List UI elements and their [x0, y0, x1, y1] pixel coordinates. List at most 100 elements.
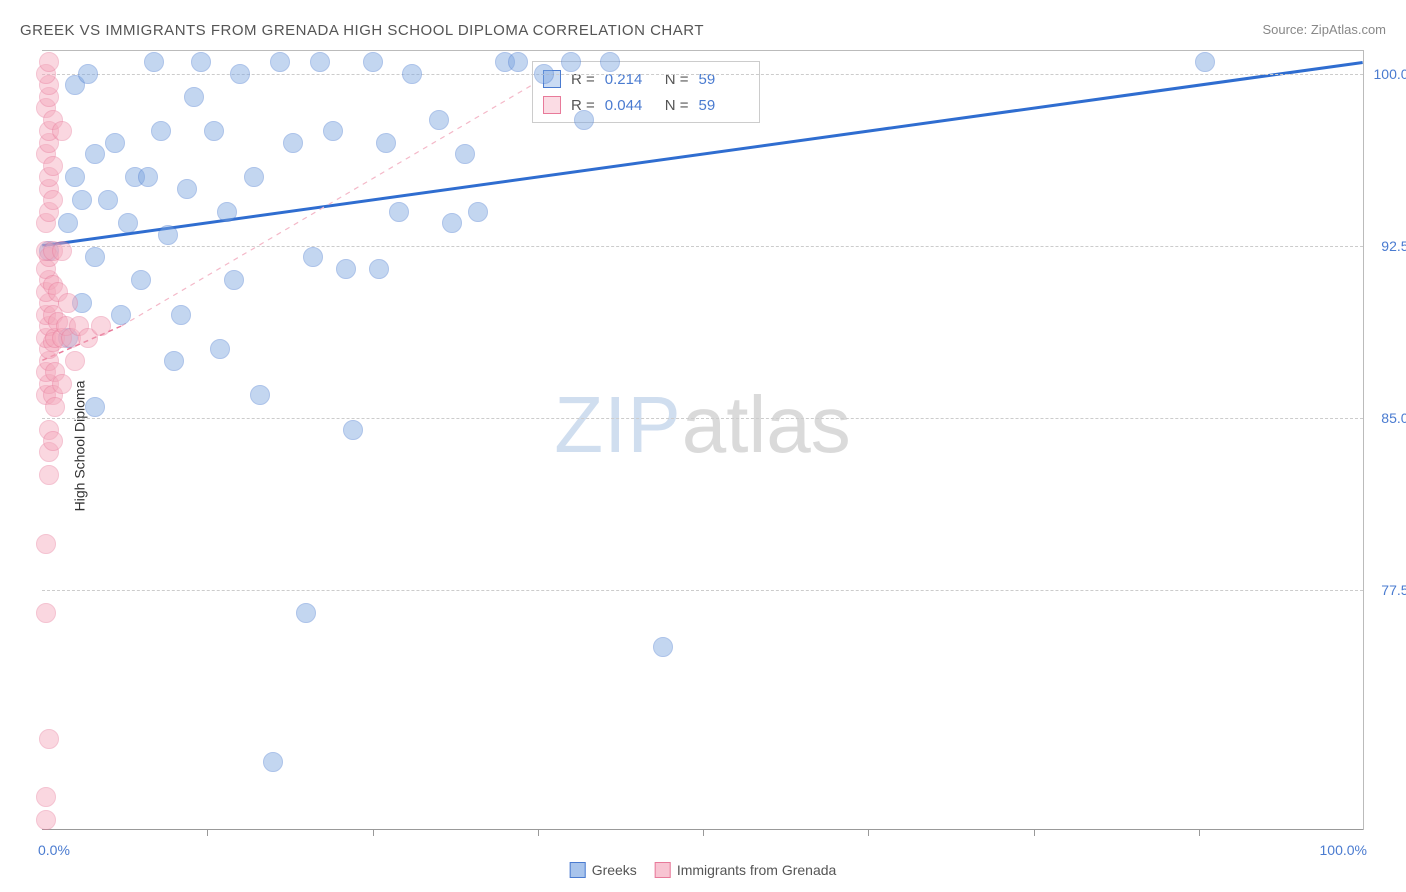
- scatter-point: [184, 87, 204, 107]
- legend: Greeks Immigrants from Grenada: [570, 862, 837, 878]
- scatter-point: [158, 225, 178, 245]
- scatter-point: [36, 787, 56, 807]
- scatter-point: [164, 351, 184, 371]
- watermark: ZIPatlas: [554, 379, 850, 471]
- scatter-point: [52, 374, 72, 394]
- x-axis-min-label: 0.0%: [38, 842, 70, 858]
- scatter-point: [39, 729, 59, 749]
- scatter-point: [177, 179, 197, 199]
- scatter-point: [310, 52, 330, 72]
- gridline-horizontal: [42, 590, 1363, 591]
- watermark-atlas: atlas: [682, 380, 851, 469]
- scatter-point: [65, 167, 85, 187]
- scatter-point: [43, 156, 63, 176]
- gridline-horizontal: [42, 246, 1363, 247]
- scatter-point: [376, 133, 396, 153]
- legend-label: Greeks: [592, 862, 637, 878]
- chart-title: GREEK VS IMMIGRANTS FROM GRENADA HIGH SC…: [20, 22, 704, 39]
- scatter-point: [58, 213, 78, 233]
- scatter-point: [296, 603, 316, 623]
- r-value: 0.044: [605, 97, 655, 114]
- scatter-point: [1195, 52, 1215, 72]
- source-attribution: Source: ZipAtlas.com: [1262, 22, 1386, 37]
- legend-swatch: [655, 862, 671, 878]
- scatter-point: [263, 752, 283, 772]
- scatter-point: [336, 259, 356, 279]
- scatter-point: [91, 316, 111, 336]
- scatter-point: [85, 247, 105, 267]
- legend-swatch: [570, 862, 586, 878]
- scatter-point: [283, 133, 303, 153]
- scatter-point: [600, 52, 620, 72]
- scatter-point: [343, 420, 363, 440]
- y-tick-label: 100.0%: [1371, 66, 1406, 82]
- y-tick-label: 77.5%: [1371, 582, 1406, 598]
- legend-label: Immigrants from Grenada: [677, 862, 837, 878]
- x-tick: [538, 830, 539, 836]
- stats-row: R =0.044N =59: [543, 92, 749, 118]
- scatter-point: [574, 110, 594, 130]
- scatter-point: [98, 190, 118, 210]
- trend-lines: [42, 51, 1363, 830]
- scatter-point: [402, 64, 422, 84]
- legend-item: Greeks: [570, 862, 637, 878]
- scatter-point: [85, 144, 105, 164]
- scatter-point: [118, 213, 138, 233]
- plot-area: ZIPatlas 0.0% 100.0% R =0.214N =59R =0.0…: [42, 50, 1364, 830]
- watermark-zip: ZIP: [554, 380, 681, 469]
- scatter-point: [43, 190, 63, 210]
- scatter-point: [39, 465, 59, 485]
- x-tick: [1199, 830, 1200, 836]
- scatter-point: [303, 247, 323, 267]
- y-tick-label: 92.5%: [1371, 238, 1406, 254]
- x-tick: [207, 830, 208, 836]
- scatter-point: [561, 52, 581, 72]
- scatter-point: [131, 270, 151, 290]
- scatter-point: [363, 52, 383, 72]
- scatter-point: [36, 810, 56, 830]
- scatter-point: [52, 121, 72, 141]
- scatter-point: [323, 121, 343, 141]
- x-tick: [373, 830, 374, 836]
- legend-item: Immigrants from Grenada: [655, 862, 837, 878]
- scatter-point: [85, 397, 105, 417]
- scatter-point: [45, 397, 65, 417]
- n-value: 59: [699, 97, 749, 114]
- scatter-point: [36, 534, 56, 554]
- scatter-point: [217, 202, 237, 222]
- scatter-point: [78, 64, 98, 84]
- n-label: N =: [665, 97, 689, 114]
- scatter-point: [244, 167, 264, 187]
- scatter-point: [250, 385, 270, 405]
- scatter-point: [72, 190, 92, 210]
- scatter-point: [52, 241, 72, 261]
- gridline-horizontal: [42, 418, 1363, 419]
- scatter-point: [105, 133, 125, 153]
- scatter-point: [151, 121, 171, 141]
- scatter-point: [653, 637, 673, 657]
- scatter-point: [468, 202, 488, 222]
- scatter-point: [455, 144, 475, 164]
- x-tick: [868, 830, 869, 836]
- scatter-point: [138, 167, 158, 187]
- scatter-point: [270, 52, 290, 72]
- scatter-point: [171, 305, 191, 325]
- scatter-point: [58, 293, 78, 313]
- scatter-point: [111, 305, 131, 325]
- x-tick: [1034, 830, 1035, 836]
- scatter-point: [429, 110, 449, 130]
- scatter-point: [204, 121, 224, 141]
- x-axis-max-label: 100.0%: [1320, 842, 1367, 858]
- scatter-point: [36, 603, 56, 623]
- scatter-point: [534, 64, 554, 84]
- scatter-point: [369, 259, 389, 279]
- scatter-point: [230, 64, 250, 84]
- scatter-point: [442, 213, 462, 233]
- scatter-point: [508, 52, 528, 72]
- x-tick: [703, 830, 704, 836]
- scatter-point: [389, 202, 409, 222]
- scatter-point: [144, 52, 164, 72]
- scatter-point: [191, 52, 211, 72]
- series-swatch: [543, 96, 561, 114]
- scatter-point: [39, 52, 59, 72]
